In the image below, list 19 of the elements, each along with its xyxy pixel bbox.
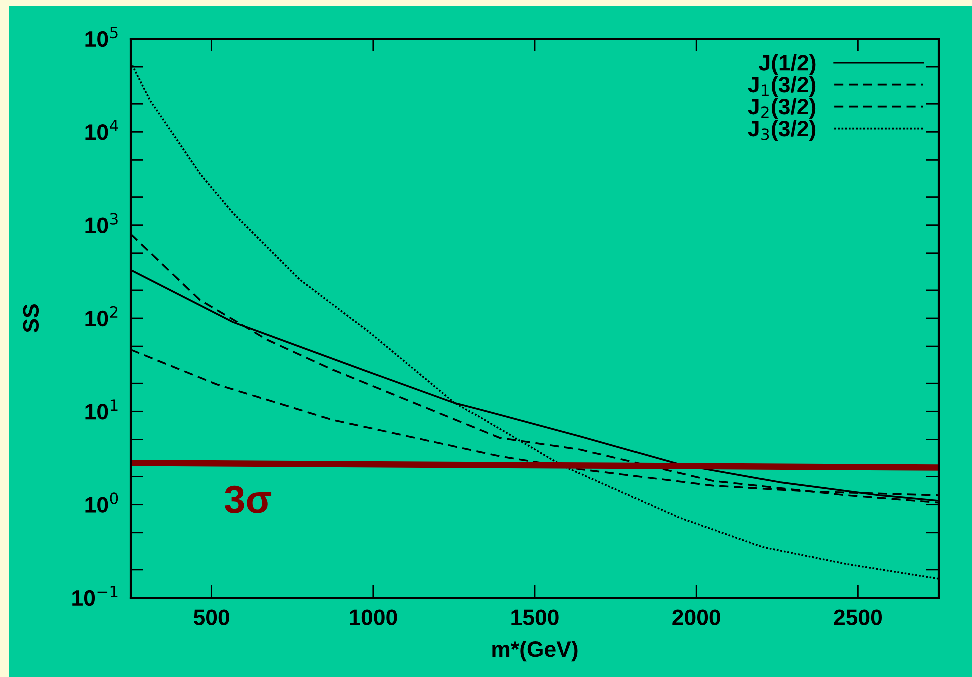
x-tick-label: 1500 [512, 610, 559, 626]
y-tick-label: 10$^{0}$ [86, 492, 118, 513]
y-tick-label: 10$^{2}$ [86, 306, 118, 327]
annotation: 3σ [224, 486, 272, 514]
x-tick-label: 1000 [350, 610, 398, 626]
legend-label: J$_{1}$(3/2) [748, 76, 816, 98]
y-tick-label: 10$^{1}$ [86, 400, 118, 420]
y-axis-title: SS [23, 304, 40, 333]
x-axis-title: m*(GeV) [492, 640, 578, 662]
legend-label: J$_{3}$(3/2) [748, 120, 816, 142]
y-tick-label: 10$^{−1}$ [72, 586, 118, 606]
y-tick-label: 10$^{5}$ [86, 27, 118, 48]
x-tick-label: 500 [194, 610, 230, 626]
x-tick-label: 2500 [834, 610, 882, 626]
y-tick-label: 10$^{3}$ [86, 213, 118, 234]
y-tick-label: 10$^{4}$ [86, 120, 118, 140]
x-tick-label: 2000 [672, 610, 720, 626]
legend-label: J(1/2) [759, 54, 816, 76]
legend-label: J$_{2}$(3/2) [748, 98, 816, 120]
